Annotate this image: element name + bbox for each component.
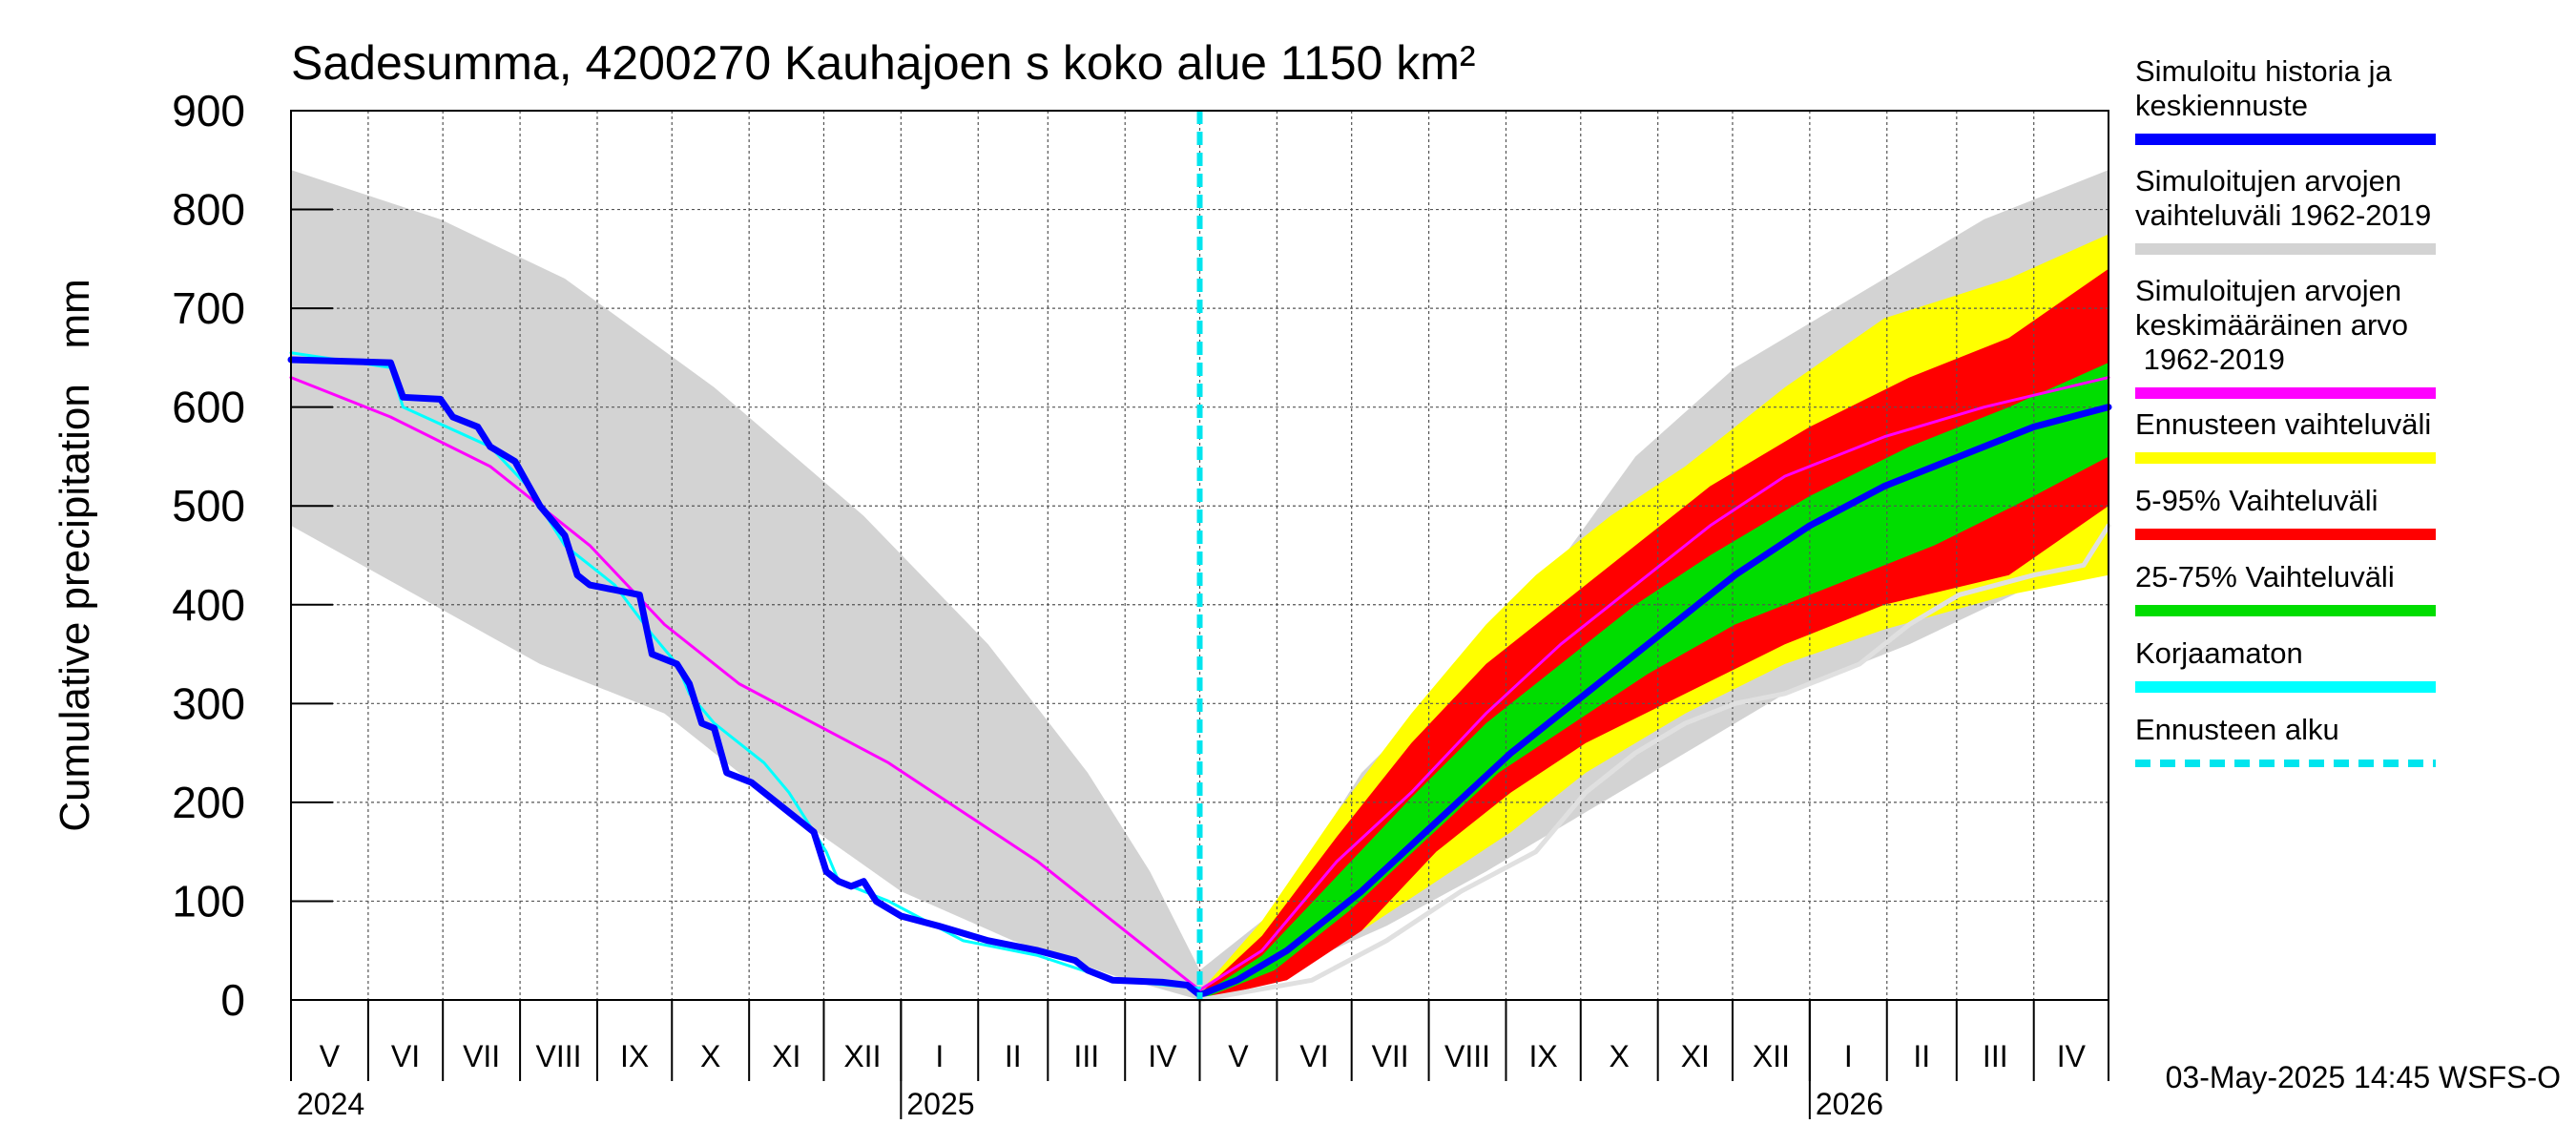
legend-label-line: 5-95% Vaihteluväli [2135,484,2378,517]
legend-label-line: Simuloitujen arvojen [2135,274,2401,307]
month-label-11: IV [1148,1039,1177,1073]
month-label-1: VI [391,1039,420,1073]
y-axis: 0 100 200 300 400 500 600 700 800 900 [172,86,333,1025]
month-label-12: V [1228,1039,1249,1073]
month-label-16: IX [1529,1039,1558,1073]
legend-label-line: 25-75% Vaihteluväli [2135,560,2395,593]
legend-label: Ennusteen vaihteluväli [2135,407,2431,441]
legend-label-line: Ennusteen alku [2135,713,2339,746]
month-label-14: VII [1372,1039,1409,1073]
y-tick-label-800: 800 [172,185,245,235]
legend-item-ennusteen-vaihteluvali: Ennusteen vaihteluväli [2135,407,2436,464]
legend-label-line: Ennusteen vaihteluväli [2135,407,2431,441]
y-tick-label-0: 0 [220,975,245,1025]
y-tick-label-300: 300 [172,678,245,728]
legend-label: 25-75% Vaihteluväli [2135,560,2395,593]
range-bands [291,170,2109,1001]
chart-title: Sadesumma, 4200270 Kauhajoen s koko alue… [291,36,1476,90]
y-tick-label-100: 100 [172,876,245,926]
month-label-18: XI [1681,1039,1710,1073]
year-label-2024: 2024 [297,1087,364,1121]
legend-item-5-95-vaihteluvali: 5-95% Vaihteluväli [2135,484,2436,540]
month-label-2: VII [463,1039,500,1073]
series-lines [287,351,2112,1003]
y-tick-label-700: 700 [172,283,245,333]
legend-label: Simuloitujen arvojen vaihteluväli 1962-20… [2135,164,2431,232]
month-label-6: XI [772,1039,800,1073]
month-label-13: VI [1299,1039,1328,1073]
legend-label: 5-95% Vaihteluväli [2135,484,2378,517]
legend-label-line: Simuloitujen arvojen [2135,164,2401,198]
year-label-2025: 2025 [906,1087,974,1121]
y-tick-label-200: 200 [172,778,245,827]
month-label-20: I [1844,1039,1853,1073]
year-label-2026: 2026 [1816,1087,1883,1121]
plot-area [287,110,2112,1003]
y-axis-label: Cumulative precipitation mm [52,279,98,832]
legend-label-line: Korjaamaton [2135,636,2303,670]
month-label-8: I [935,1039,944,1073]
y-tick-label-400: 400 [172,580,245,630]
y-tick-label-500: 500 [172,481,245,531]
month-label-3: VIII [536,1039,582,1073]
month-label-17: X [1610,1039,1630,1073]
legend-label-line: vaihteluväli 1962-2019 [2135,198,2431,232]
month-label-4: IX [620,1039,649,1073]
month-label-9: II [1005,1039,1022,1073]
timestamp: 03-May-2025 14:45 WSFS-O [2166,1060,2561,1094]
y-tick-label-600: 600 [172,383,245,432]
grid-lines [291,111,2109,1000]
legend-item-simuloitujen-arvojen-vaihteluvali-1962-2019: Simuloitujen arvojen vaihteluväli 1962-20… [2135,164,2436,255]
legend-label-line: keskimääräinen arvo [2135,308,2408,342]
month-label-7: XII [843,1039,881,1073]
25-75-vaihteluvali-band [1199,363,2109,1001]
legend: Simuloitu historia ja keskiennusteSimuloi… [2135,54,2436,767]
y-tick-label-900: 900 [172,86,245,135]
month-label-0: V [320,1039,341,1073]
month-label-10: III [1073,1039,1099,1073]
legend-label-line: keskiennuste [2135,89,2308,122]
ennusteen-toteuma-line [1197,523,2111,1003]
simuloitu-historia-ja-keskiennuste-line [287,356,2112,999]
x-axis: V VI VII VIII IX X XI XII I II III IV V VI VII VIII IX X X… [290,1000,2109,1121]
legend-item-korjaamaton: Korjaamaton [2135,636,2436,693]
legend-item-simuloitujen-arvojen-keskimaarainen-arvo-1962-2019: Simuloitujen arvojen keskimääräinen arvo … [2135,274,2436,399]
month-label-19: XII [1753,1039,1790,1073]
legend-label-line: 1962-2019 [2135,343,2285,376]
legend-item-ennusteen-alku: Ennusteen alku [2135,713,2436,767]
month-label-22: III [1983,1039,2008,1073]
month-label-21: II [1913,1039,1930,1073]
legend-label: Simuloitujen arvojen keskimääräinen arvo … [2135,274,2408,376]
legend-label: Korjaamaton [2135,636,2303,670]
month-label-15: VIII [1444,1039,1490,1073]
month-label-5: X [700,1039,720,1073]
simuloitujen-arvojen-keskimaarainen-arvo-1962-2019-line [289,376,2110,992]
legend-item-25-75-vaihteluvali: 25-75% Vaihteluväli [2135,560,2436,616]
legend-label: Simuloitu historia ja keskiennuste [2135,54,2393,122]
legend-label-line: Simuloitu historia ja [2135,54,2393,88]
month-label-23: IV [2057,1039,2087,1073]
legend-item-simuloitu-historia-ja-keskiennuste: Simuloitu historia ja keskiennuste [2135,54,2436,145]
legend-label: Ennusteen alku [2135,713,2339,746]
